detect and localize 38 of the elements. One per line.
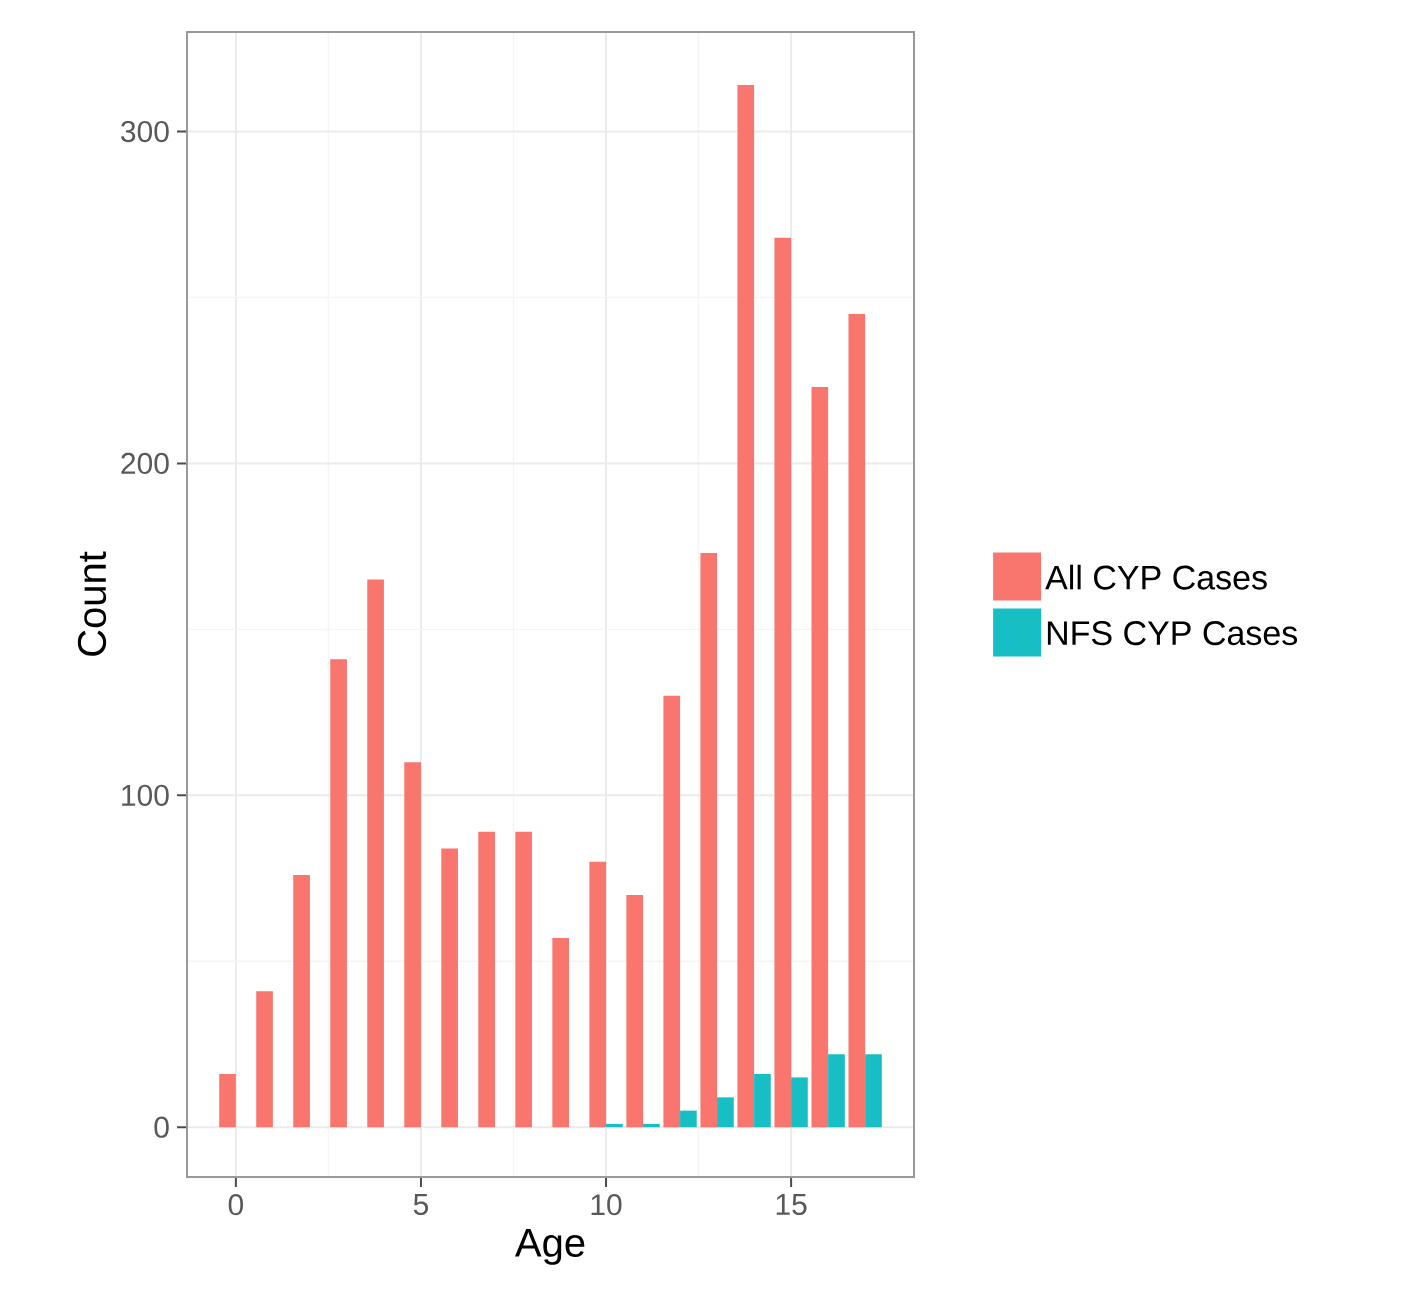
bar: [737, 85, 755, 1128]
x-tick-label: 15: [776, 1194, 807, 1215]
y-tick-label: 100: [122, 784, 169, 806]
bar: [330, 659, 347, 1128]
bar: [717, 1097, 734, 1128]
legend-label: NFS CYP Cases: [1047, 621, 1298, 646]
bar: [828, 1054, 845, 1128]
bar: [367, 579, 384, 1128]
bar: [606, 1123, 623, 1128]
bar: [404, 762, 421, 1128]
bar: [293, 874, 310, 1128]
bar: [515, 831, 532, 1128]
y-tick-label: 0: [154, 1116, 169, 1138]
bar: [441, 848, 458, 1128]
bar: [626, 894, 644, 1128]
bar: [589, 861, 607, 1128]
y-tick-label: 300: [121, 120, 169, 143]
x-tick-label: 10: [591, 1194, 622, 1216]
x-tick-label: 5: [413, 1194, 429, 1215]
bar: [219, 1074, 236, 1128]
y-axis-title: Count: [77, 551, 107, 656]
bar: [256, 991, 273, 1128]
bar: [754, 1074, 771, 1128]
bar: [811, 387, 829, 1128]
bar: [552, 938, 570, 1128]
bar: [663, 695, 681, 1128]
bar: [774, 237, 792, 1128]
bar: [700, 553, 718, 1128]
legend-label: All CYP Cases: [1045, 564, 1267, 590]
y-tick-label: 200: [121, 452, 169, 475]
bar: [865, 1054, 882, 1128]
bar: [643, 1123, 660, 1128]
bar: [478, 831, 495, 1128]
x-tick-label: 0: [228, 1194, 244, 1216]
bar: [848, 314, 866, 1128]
bar: [791, 1077, 808, 1128]
x-axis-title: Age: [514, 1229, 585, 1265]
bar: [680, 1110, 697, 1128]
